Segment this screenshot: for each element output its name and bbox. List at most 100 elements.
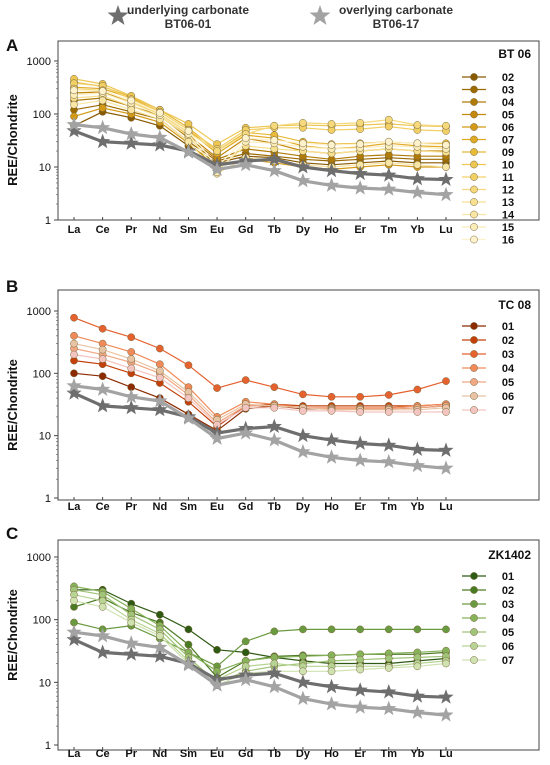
panel-b-point-06-pr [127, 355, 136, 363]
panel-b-ytick-label: 1 [45, 493, 51, 505]
panel-b-series-line-03 [73, 317, 447, 398]
panel-b-star-1-tm [381, 453, 397, 469]
panel-b-legend-marker [470, 406, 478, 414]
panel-a-legend-item-02: 02 [462, 72, 514, 84]
panel-b-legend-item-07: 07 [462, 405, 514, 417]
panel-a-series-line-16 [73, 89, 447, 168]
panel-b-series-line-05 [73, 347, 447, 424]
panel-b-star-0-pr [123, 399, 139, 415]
panel-a-point-16-dy [299, 139, 307, 148]
panel-b-legend-marker [470, 392, 478, 400]
panel-c-point-05-tm [384, 654, 393, 663]
panel-a-star-0-ho [323, 162, 340, 178]
panel-b-point-04-pr [127, 348, 136, 356]
panel-b-star-0-ce [95, 397, 111, 413]
panel-c-legend-label-02: 02 [502, 585, 514, 597]
panel-b-xtick-label-la: La [68, 501, 82, 513]
panel-c-star-1-pr [123, 635, 139, 650]
panel-a-star-0-dy [295, 159, 311, 174]
panel-b-legend-label-06: 06 [502, 391, 514, 403]
panel-b-xtick-label-lu: Lu [439, 501, 452, 513]
panel-a-point-12-eu [213, 147, 221, 155]
panel-a-reference-line-1 [73, 123, 447, 197]
panel-b-legend-marker [470, 378, 478, 386]
panel-c-point-01-nd [155, 610, 164, 619]
panel-c-point-07-pr [127, 618, 136, 627]
panel-b-legend-label-07: 07 [502, 405, 514, 417]
panel-c-point-07-dy [299, 667, 307, 676]
panel-c-xtick-label-tb: Tb [268, 748, 282, 760]
panel-a-legend-item-03: 03 [462, 85, 514, 97]
panel-a-legend-label-12: 12 [502, 185, 514, 197]
panel-b-point-07-sm [184, 394, 193, 402]
panel-c-point-03-yb [413, 625, 422, 634]
panel-a-point-16-gd [241, 134, 250, 143]
panel-b-legend-label-04: 04 [502, 363, 515, 375]
panel-c-point-03-tb [270, 627, 279, 636]
panel-c-point-01-sm [184, 625, 193, 634]
panel-b-star-1-dy [295, 443, 311, 459]
panel-c-series-06 [70, 590, 450, 684]
panel-a-series-16 [70, 86, 450, 171]
panel-c-reference-line-1 [73, 630, 447, 717]
panel-c-ytick-label: 10 [39, 677, 51, 689]
panel-a-legend-item-09: 09 [462, 147, 514, 159]
panel-b-star-0-nd [152, 401, 168, 417]
panel-b-star-1-sm [180, 410, 197, 425]
panel-b-point-07-ce [98, 355, 107, 363]
panel-a-point-16-nd [155, 109, 164, 117]
panel-a-ytick-label: 1 [45, 215, 51, 227]
top-legend: underlying carbonate BT06-01 overlying c… [107, 3, 453, 31]
panel-b-xtick-label-tb: Tb [268, 501, 282, 513]
panel-c-star-1-ho [323, 696, 340, 711]
panel-c-legend-label-05: 05 [502, 627, 514, 639]
panel-c-point-01-gd [241, 648, 250, 657]
panel-b-star-1-gd [238, 425, 254, 440]
panel-a-series [70, 75, 450, 178]
panel-b-legend-label-05: 05 [502, 377, 514, 389]
panel-a-star-0-la [66, 122, 82, 138]
panel-c-point-03-er [356, 625, 365, 634]
panel-b-legend-label-03: 03 [502, 349, 514, 361]
panel-c-legend-item-02: 02 [462, 585, 514, 597]
panel-a-star-1-yb [409, 184, 425, 199]
panel-a-star-0-nd [152, 137, 168, 152]
panel-c-xtick-label-sm: Sm [180, 748, 197, 760]
panel-c-legend-marker [470, 586, 478, 594]
panel-c-xtick-label-eu: Eu [210, 748, 224, 760]
panel-b-point-03-lu [442, 377, 450, 385]
panel-c-ytick-label: 1000 [27, 552, 51, 564]
panel-a-legend-marker [470, 98, 478, 106]
panel-a-star-0-tm [381, 167, 397, 182]
panel-a-star-1-tm [381, 181, 397, 196]
panel-b-point-07-la [70, 350, 78, 359]
panel-a-legend-marker [470, 135, 478, 144]
panel-b-point-06-ce [98, 345, 107, 354]
panel-c-star-1-tm [381, 700, 397, 716]
panel-c-xtick-label-lu: Lu [439, 748, 452, 760]
panel-a-star-0-er [352, 165, 368, 181]
panel-b-ytick-label: 1000 [27, 306, 51, 318]
panel-c-star-0-dy [295, 674, 311, 689]
panel-c-xtick-label-pr: Pr [125, 748, 137, 760]
panel-b-legend-item-01: 01 [462, 321, 514, 333]
legend-overlying-label1: overlying carbonate [339, 3, 453, 17]
panel-c-point-03-dy [299, 625, 307, 634]
panel-a-legend-label-13: 13 [502, 197, 514, 209]
panel-c-star-0-tb [266, 665, 282, 680]
panel-b-series-03 [70, 313, 450, 401]
panel-b-point-07-tm [384, 408, 393, 416]
panel-c-point-07-la [70, 596, 78, 605]
panel-b-point-03-la [70, 313, 78, 322]
panel-a-point-14-tm [384, 158, 393, 167]
panel-a-reference-bt06-01 [66, 122, 454, 186]
panel-a-legend-marker [470, 123, 478, 131]
panel-c-reference-bt06-17 [66, 624, 454, 722]
panel-a-star-0-lu [438, 171, 454, 186]
panel-b-legend-label-01: 01 [502, 321, 514, 333]
panel-a-plot: 1 10 100 1000 La Ce Pr Nd Sm Eu Gd Tb Dy Ho Er Tm Yb Lu 02… [27, 56, 515, 247]
panel-b-point-03-pr [127, 333, 136, 342]
panel-c-series-line-03 [73, 621, 446, 668]
panel-b-star-0-lu [438, 442, 454, 457]
